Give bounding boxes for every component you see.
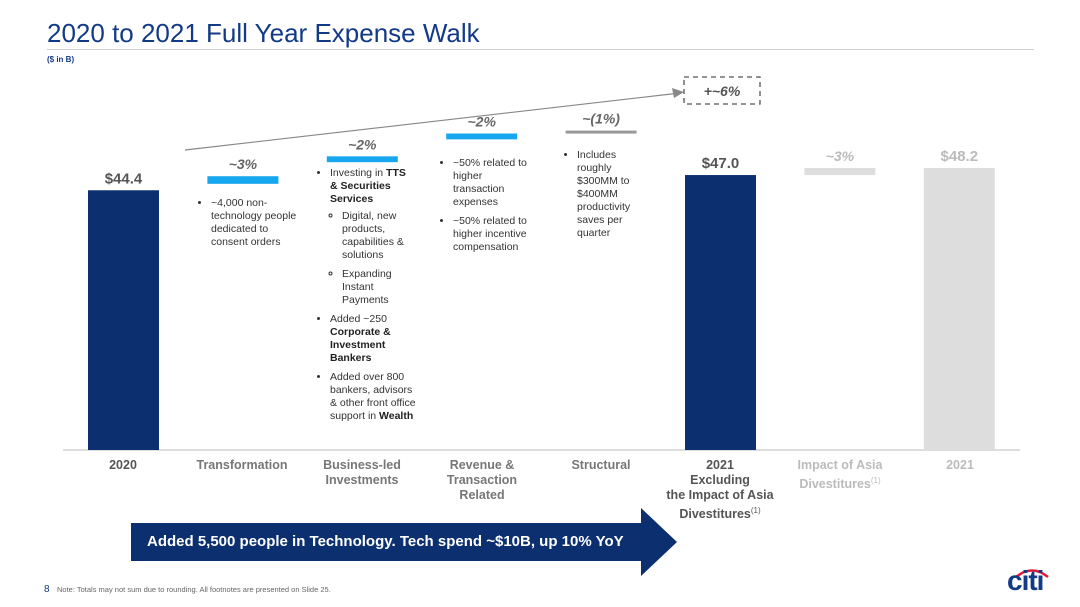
note-subitem: Digital, new products, capabilities & so… [342,210,420,262]
bar-label-3: ~2% [348,136,377,152]
bar-label-8: $48.2 [941,148,979,165]
annotation-label: +~6% [704,83,741,99]
note-structural: Includes roughly $300MM to $400MM produc… [567,149,647,246]
bar-1 [88,190,159,450]
annotation-box [683,76,761,105]
bar-6 [685,175,756,451]
category-label-asia: Impact of Asia Divestitures(1) [797,458,883,492]
note-item: Added ~250 Corporate & Investment Banker… [330,313,420,365]
note-item: ~50% related to higher incentive compens… [453,215,533,254]
citi-logo: citi [1007,565,1044,596]
category-label-2021-excl: 2021 Excluding the Impact of Asia Divestitu… [666,458,774,522]
bar-label-5: ~(1%) [582,111,620,127]
bar-5 [565,130,637,134]
bar-label-2: ~3% [229,156,258,172]
bar-label-7: ~3% [826,148,855,164]
growth-arrowhead [672,88,684,98]
note-item: Investing in TTS& Securities Services Di… [330,167,420,307]
category-label-structural: Structural [571,458,631,472]
category-label-transformation: Transformation [196,458,288,472]
bar-label-4: ~2% [467,114,496,130]
bar-3 [326,156,398,163]
category-label-revenue: Revenue & Transaction Related [446,458,518,502]
note-item: ~50% related to higher transaction expen… [453,157,533,209]
bar-label-6: $47.0 [702,155,740,172]
footer-note: Note: Totals may not sum due to rounding… [57,585,331,594]
bar-7 [804,168,876,176]
category-label-business: Business-led Investments [323,458,401,487]
bar-8 [923,168,995,450]
note-business: Investing in TTS& Securities Services Di… [320,167,420,429]
bar-2 [207,176,279,184]
note-subitem: Expanding Instant Payments [342,268,420,307]
title-divider [47,49,1034,50]
bars-layer [88,130,995,451]
bar-labels-layer: $44.4 ~3% ~2% ~2% ~(1%) $47.0 ~3% $48.2 [105,111,978,188]
bar-label-1: $44.4 [105,170,143,187]
bar-4 [446,133,518,140]
note-revenue: ~50% related to higher transaction expen… [443,157,533,260]
citi-logo-arc [1015,569,1049,578]
note-item: Includes roughly $300MM to $400MM produc… [577,149,647,240]
category-label-2021: 2021 [946,458,974,472]
units-subtitle: ($ in B) [47,55,75,64]
note-transformation: ~4,000 non-technology people dedicated t… [201,197,301,255]
page-title: 2020 to 2021 Full Year Expense Walk [47,18,480,48]
growth-arrow-line [184,92,681,151]
note-item: ~4,000 non-technology people dedicated t… [211,197,301,249]
tech-banner-text: Added 5,500 people in Technology. Tech s… [147,533,624,550]
tech-banner-arrow [131,508,677,576]
category-label-2020: 2020 [109,458,137,472]
note-item: Added over 800 bankers, advisors & other… [330,371,420,423]
page-number: 8 [44,584,50,595]
